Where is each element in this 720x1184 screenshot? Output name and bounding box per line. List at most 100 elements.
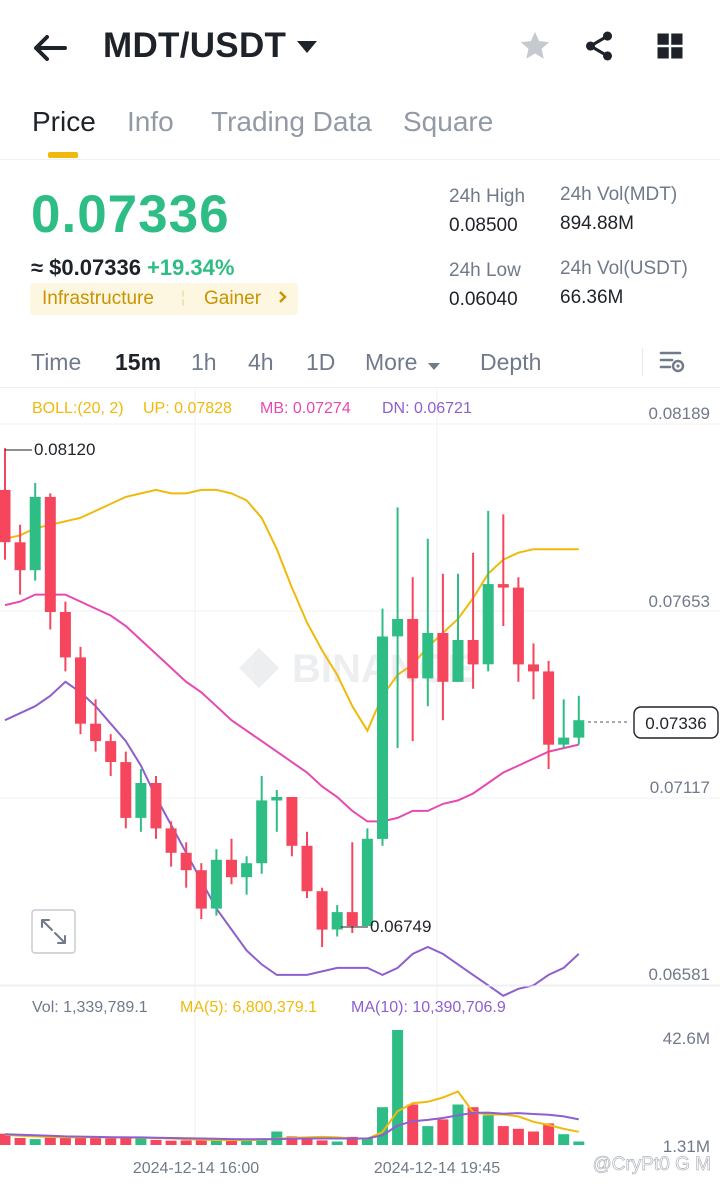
bollinger-bands [4,488,580,997]
app-header: MDT/USDT [0,0,720,96]
candle [75,646,86,735]
tab-trading-data[interactable]: Trading Data [211,106,372,137]
volume-bar [105,1138,117,1145]
volume-bar [482,1115,494,1145]
volume-bar [180,1140,192,1145]
candle-body [437,633,449,682]
candle [44,493,56,630]
price-chart[interactable]: BINANCE BOLL:(20, 2) UP: 0.07828 MB: 0.0… [0,390,720,1184]
y-tick-1: 0.07653 [649,592,710,611]
candle [90,699,102,752]
candle [482,510,494,672]
low-value: 0.06040 [449,289,518,310]
back-button[interactable] [30,28,70,68]
volume-bar [44,1137,56,1145]
volume-bar [392,1030,404,1145]
candle [150,776,162,839]
candle [512,577,524,682]
tf-15m[interactable]: 15m [115,349,162,375]
candle-body [467,640,479,665]
y-tick-0: 0.08189 [649,404,710,423]
candle-body [422,633,434,679]
volume-bar [407,1104,419,1145]
candle-body [0,489,11,543]
candle [316,887,328,947]
volume-bars [0,1030,585,1145]
current-price-label: 0.07336 [645,714,706,733]
trading-pair-title[interactable]: MDT/USDT [103,26,287,65]
volume-bar [573,1141,585,1145]
tf-depth[interactable]: Depth [480,349,542,375]
tab-price[interactable]: Price [32,106,96,137]
candle-body [195,870,207,909]
tab-info[interactable]: Info [127,106,174,137]
volume-bar [14,1138,26,1145]
star-icon [520,31,550,59]
candle-body [59,612,71,658]
candle [361,828,373,926]
volume-bar [120,1137,132,1145]
candle [165,821,177,867]
pair-dropdown-caret[interactable] [296,30,320,64]
boll-mb-value: MB: 0.07274 [260,400,351,417]
boll-params: BOLL:(20, 2) [32,400,124,417]
candle [407,577,419,742]
candle [422,538,434,707]
candle [452,573,464,682]
volume-y-bottom: 1.31M [663,1137,710,1156]
y-tick-3: 0.06581 [649,965,710,984]
candle [271,790,283,832]
volume-bar [210,1139,222,1145]
low-label: 24h Low [449,260,521,281]
candle-body [346,912,358,927]
candle [437,573,449,721]
chart-area[interactable]: BINANCE BOLL:(20, 2) UP: 0.07828 MB: 0.0… [0,390,720,1184]
candle-body [75,657,86,724]
boll-up-line [4,488,579,733]
candle-body [150,783,162,829]
candle-body [14,542,26,571]
boll-dn-value: DN: 0.06721 [382,400,472,417]
candle [558,699,570,749]
grid-menu-button[interactable] [650,26,690,66]
candle [392,507,404,749]
volume-bar [90,1136,102,1145]
boll-mb-line [4,593,580,823]
volume-bar [150,1139,162,1145]
tf-4h[interactable]: 4h [248,349,274,375]
tags-bar[interactable]: Infrastructure ¦ Gainer [30,283,298,315]
tag-gainer[interactable]: Gainer [204,288,262,309]
volume-bar [29,1139,41,1145]
chart-settings-button[interactable] [658,348,686,381]
volume-bar [0,1133,11,1145]
tag-divider: ¦ [181,289,186,306]
volume-bar [135,1138,147,1145]
candle-body [482,584,494,665]
usd-price: ≈ $0.07336 [31,255,141,280]
volume-bar [241,1140,253,1145]
candle-body [558,737,570,745]
fullscreen-button[interactable] [31,909,76,954]
candle-body [29,496,41,571]
tag-infrastructure[interactable]: Infrastructure [42,288,154,309]
candle [120,751,132,829]
tf-1h[interactable]: 1h [191,349,217,375]
candle-body [543,671,555,745]
volume-bar [452,1104,464,1145]
candle [573,695,585,745]
main-tabs: Price Info Trading Data Square [0,100,720,160]
candle-body [105,741,117,762]
candle-body [90,723,102,742]
volume-ma10: MA(10): 10,390,706.9 [351,999,506,1016]
volume-bar [467,1107,479,1145]
tab-square[interactable]: Square [403,106,494,137]
candle-body [407,619,419,679]
tf-more[interactable]: More [365,349,418,375]
candle [467,552,479,689]
share-button[interactable] [579,26,619,66]
favorite-button[interactable] [515,26,555,66]
tf-time[interactable]: Time [31,349,82,375]
volume-bar [361,1138,373,1145]
low-marker: 0.06749 [341,917,431,936]
tf-1d[interactable]: 1D [306,349,336,375]
